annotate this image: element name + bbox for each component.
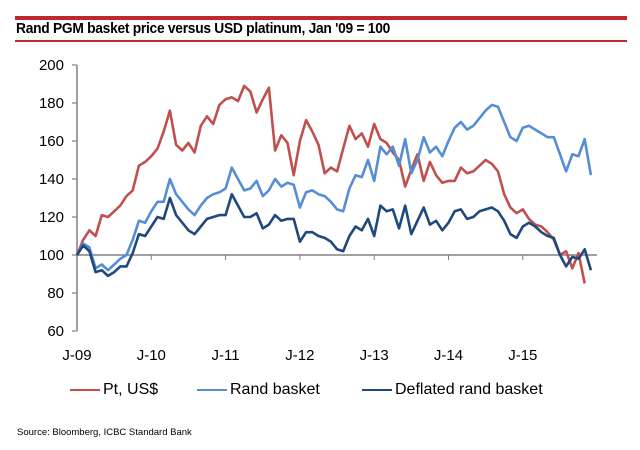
source-note: Source: Bloomberg, ICBC Standard Bank [17,427,192,438]
y-tick-label: 180 [39,95,64,112]
y-tick-label: 60 [47,323,64,340]
series-line-rand-basket [75,103,593,272]
y-tick-label: 80 [47,285,64,302]
title-rule-bottom [15,40,627,42]
x-tick-label: J-14 [434,347,463,364]
legend-label-rand-basket: Rand basket [230,381,320,398]
x-tick-label: J-09 [62,347,91,364]
y-tick-label: 160 [39,133,64,150]
x-tick-label: J-10 [137,347,166,364]
y-tick-label: 100 [39,247,64,264]
series-line-deflated-rand-basket [75,192,593,278]
x-tick-label: J-15 [508,347,537,364]
legend-swatch-deflated-rand-basket [362,389,392,391]
legend-item-rand-basket: Rand basket [197,381,320,399]
y-tick-label: 200 [39,57,64,74]
y-tick-label: 140 [39,171,64,188]
chart-title: Rand PGM basket price versus USD platinu… [16,20,390,37]
x-axis: J-09 J-10 J-11 J-12 J-13 J-14 J-15 [62,254,597,364]
legend-item-deflated-rand-basket: Deflated rand basket [362,381,543,399]
legend-item-pt-usd: Pt, US$ [70,381,158,399]
y-tick-label: 120 [39,209,64,226]
x-tick-label: J-13 [360,347,389,364]
legend-label-deflated-rand-basket: Deflated rand basket [395,381,543,398]
legend-label-pt-usd: Pt, US$ [103,381,159,398]
legend-swatch-rand-basket [197,389,227,391]
legend: Pt, US$ Rand basket Deflated rand basket [0,381,640,407]
legend-swatch-pt-usd [70,389,100,391]
series-line-pt-us [75,84,586,284]
x-tick-label: J-12 [285,347,314,364]
series-layer [75,84,593,284]
x-tick-label: J-11 [212,347,240,364]
title-rule-top [15,16,627,20]
y-axis: 60 80 100 120 140 160 180 200 [39,57,78,340]
